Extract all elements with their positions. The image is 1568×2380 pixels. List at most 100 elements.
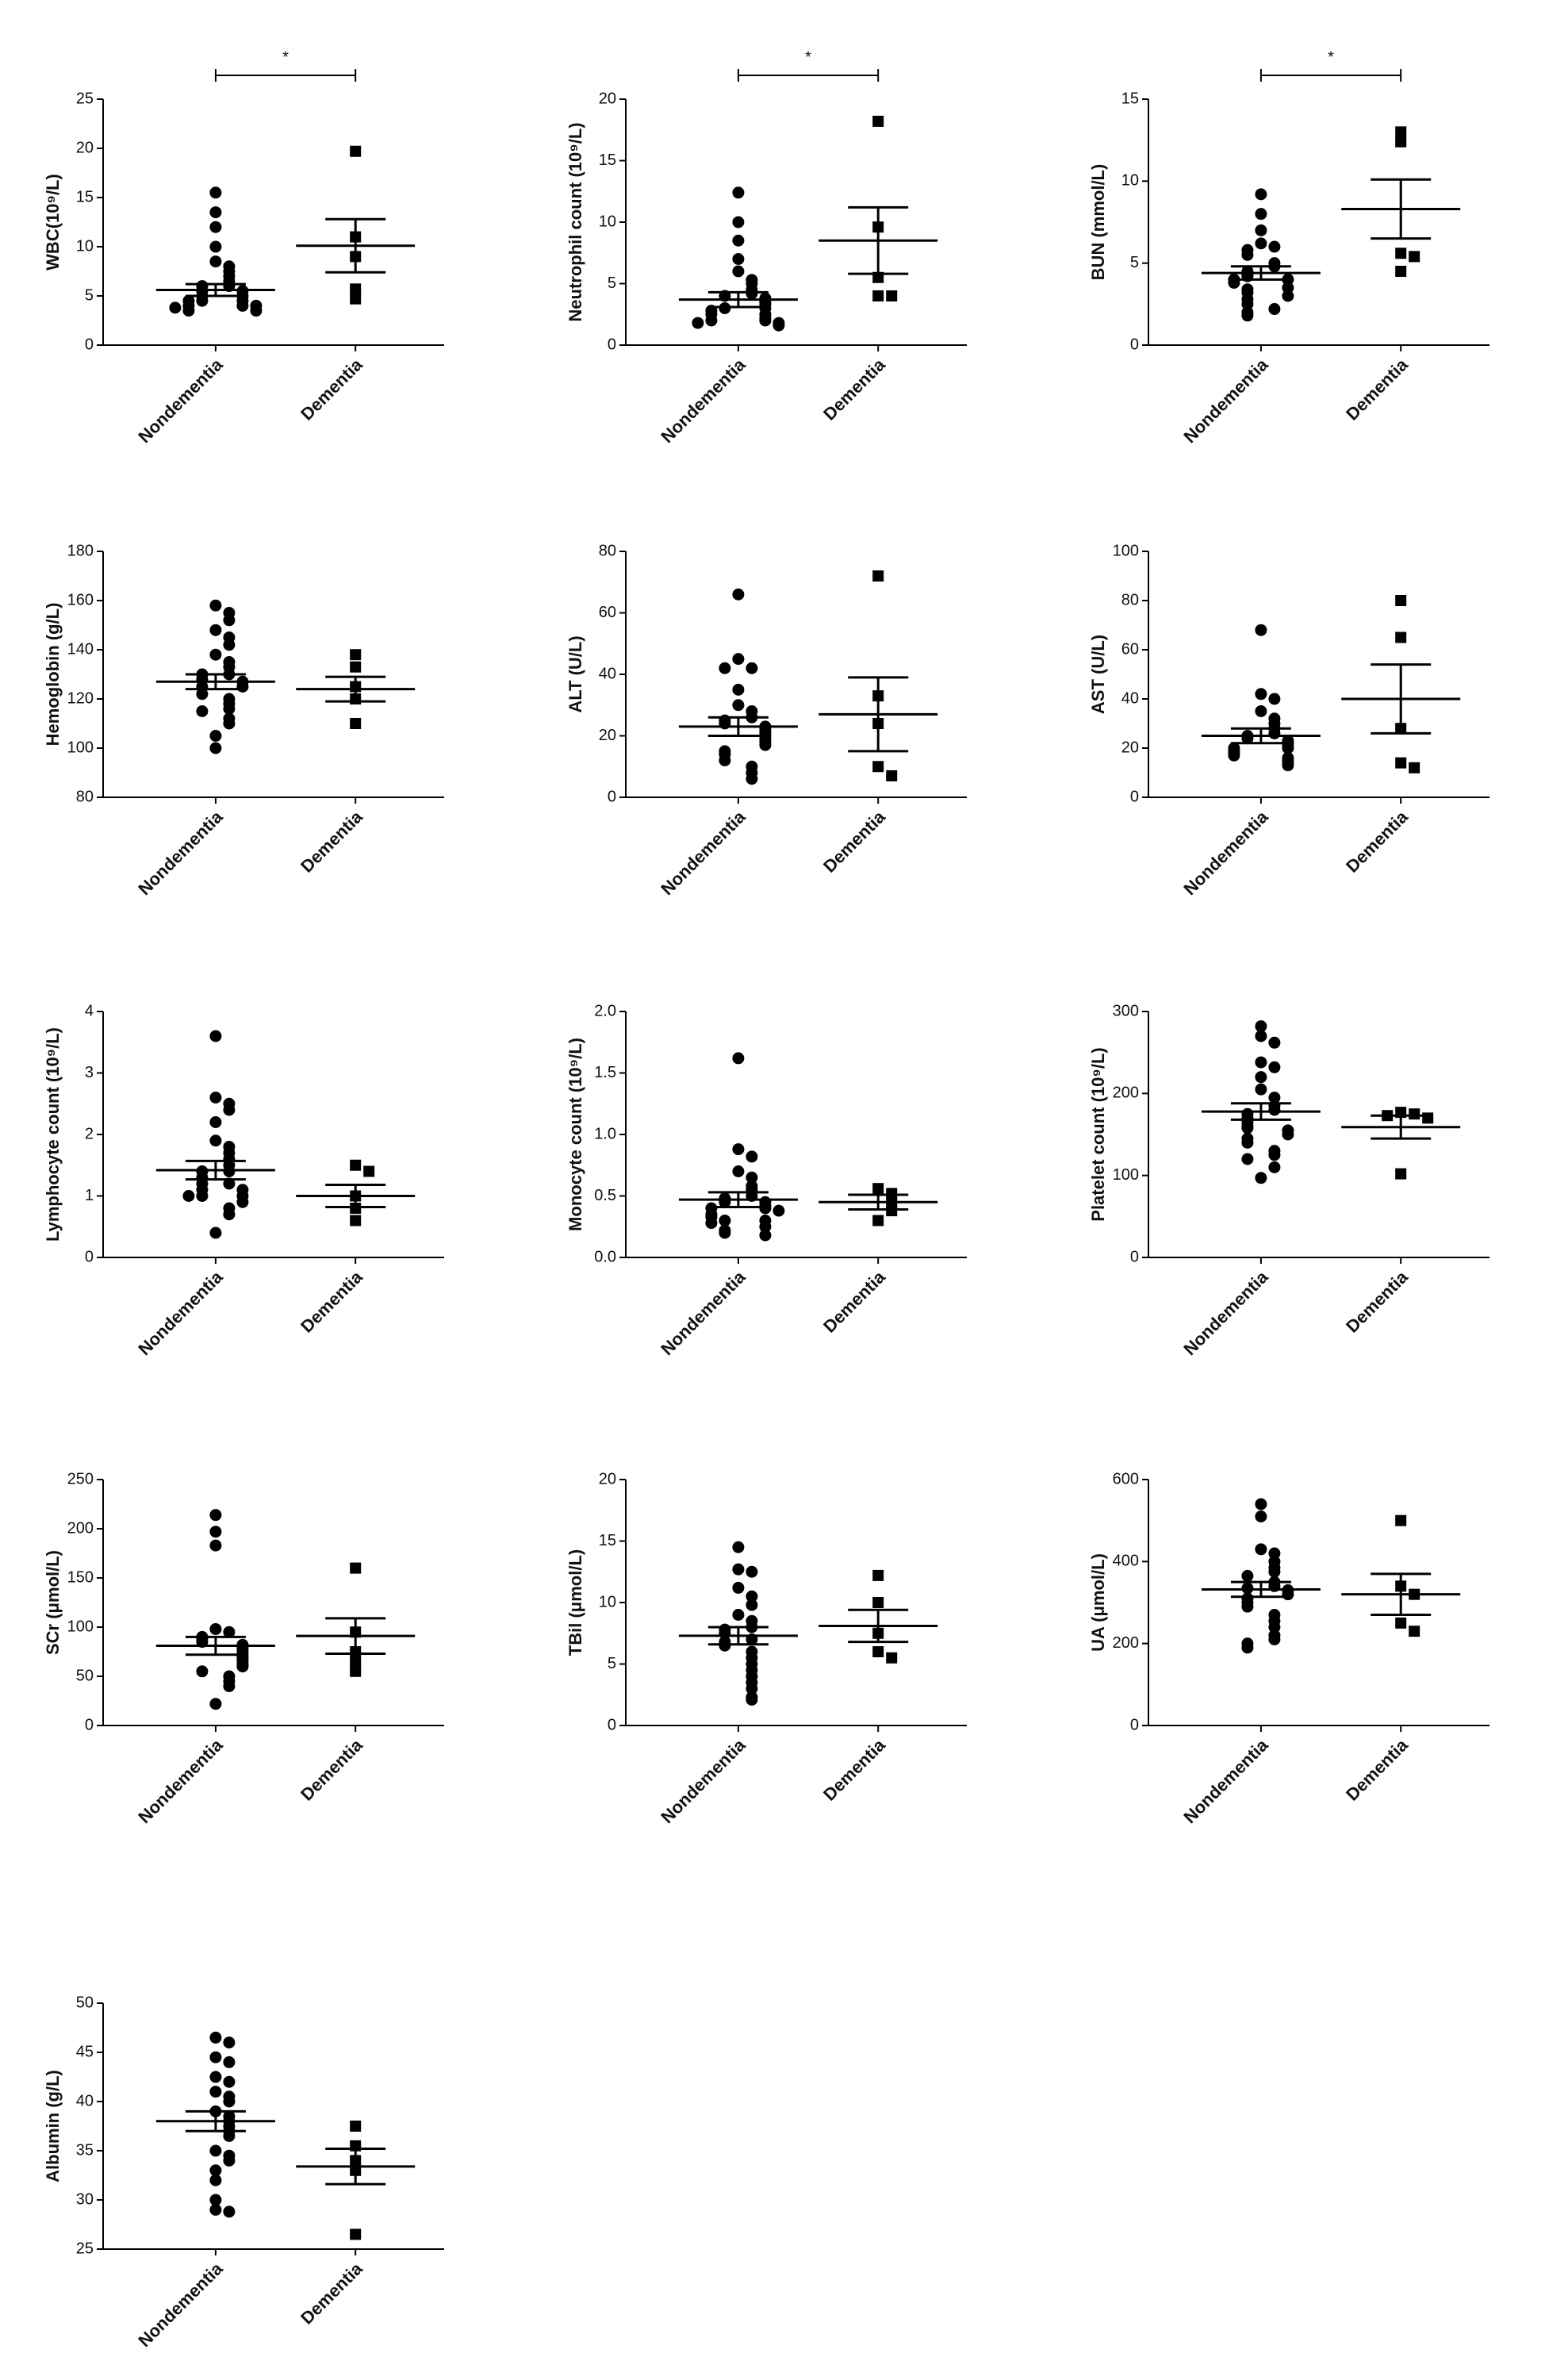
y-tick-label: 50	[76, 1994, 94, 2011]
x-tick-label: Nondementia	[134, 1734, 227, 1827]
data-point	[209, 2164, 222, 2177]
data-point	[732, 1609, 745, 1621]
data-point	[732, 588, 745, 601]
y-tick-label: 2.0	[594, 1002, 616, 1019]
panel: 0 200 400 600 UA (μmol/L) Nondementia Dementia	[1088, 1470, 1489, 1827]
y-tick-label: 80	[1121, 591, 1139, 608]
data-point	[209, 1698, 222, 1710]
data-point	[732, 1581, 745, 1594]
data-point	[732, 234, 745, 247]
y-tick-label: 35	[76, 2141, 94, 2159]
y-tick-label: 15	[1121, 90, 1139, 107]
x-tick-label: Nondementia	[1179, 354, 1272, 447]
y-tick-label: 20	[76, 139, 94, 156]
panel: 0 5 10 15 20 Neutrophil count (10⁹/L) Nondemen…	[565, 48, 967, 447]
data-point	[223, 2095, 236, 2108]
data-point	[1282, 290, 1294, 302]
data-point	[1395, 1617, 1407, 1629]
y-axis-label: Hemoglobin (g/L)	[43, 603, 63, 747]
y-tick-label: 5	[608, 274, 616, 292]
panel: 0 5 10 15 20 TBil (μmol/L) Nondementia Dementia	[565, 1470, 967, 1827]
data-point	[223, 2129, 236, 2142]
y-tick-label: 20	[1121, 739, 1139, 756]
panel: 0 1 2 3 4 Lymphocyte count (10⁹/L) Nondementia…	[43, 1002, 444, 1359]
data-point	[1395, 266, 1407, 277]
x-tick-label: Dementia	[819, 1266, 889, 1336]
data-point	[732, 699, 745, 712]
y-tick-label: 100	[67, 1618, 94, 1635]
y-tick-label: 10	[1121, 172, 1139, 190]
data-point	[209, 624, 222, 636]
data-point	[169, 301, 182, 314]
y-tick-label: 100	[67, 739, 94, 756]
x-tick-label: Dementia	[819, 1734, 889, 1804]
y-tick-label: 0	[1130, 1248, 1139, 1265]
data-point	[1395, 1168, 1407, 1180]
y-axis-label: AST (U/L)	[1088, 635, 1108, 714]
data-point	[209, 240, 222, 253]
data-point	[196, 688, 209, 701]
y-tick-label: 15	[599, 152, 616, 169]
y-tick-label: 5	[85, 286, 94, 304]
data-point	[1268, 1565, 1281, 1578]
data-point	[223, 702, 236, 715]
y-tick-label: 600	[1113, 1470, 1139, 1488]
data-point	[1268, 1547, 1281, 1560]
data-point	[1282, 759, 1294, 772]
data-point	[196, 1190, 209, 1202]
y-tick-label: 200	[1113, 1634, 1139, 1652]
data-point	[223, 1177, 236, 1190]
panel: 25 30 35 40 45 50 Albumin (g/L) Nondementia Deme…	[43, 1994, 444, 2351]
y-tick-label: 30	[76, 2190, 94, 2208]
data-point	[746, 1599, 758, 1611]
data-point	[1255, 1020, 1267, 1033]
y-axis-label: UA (μmol/L)	[1088, 1553, 1108, 1652]
data-point	[1241, 1153, 1254, 1165]
data-point	[732, 683, 745, 696]
data-point	[872, 1646, 884, 1657]
data-point	[759, 1202, 772, 1215]
y-axis-label: SCr (μmol/L)	[43, 1550, 63, 1655]
data-point	[209, 221, 222, 233]
x-tick-label: Nondementia	[134, 2258, 227, 2351]
data-point	[872, 570, 884, 582]
y-tick-label: 40	[1121, 689, 1139, 707]
data-point	[732, 1563, 745, 1576]
data-point	[1255, 1543, 1267, 1556]
y-tick-label: 60	[599, 604, 616, 621]
y-tick-label: 1.0	[594, 1125, 616, 1142]
data-point	[705, 314, 718, 327]
data-point	[1268, 693, 1281, 705]
data-point	[223, 1104, 236, 1116]
data-point	[872, 1569, 884, 1581]
data-point	[209, 1092, 222, 1104]
data-point	[209, 599, 222, 612]
panel: 0 20 40 60 80 ALT (U/L) Nondementia Dementia	[565, 542, 967, 899]
panel: 0 50 100 150 200 250 SCr (μmol/L) Nondementia De…	[43, 1470, 444, 1827]
y-tick-label: 10	[599, 1593, 616, 1610]
data-point	[1255, 624, 1267, 636]
y-tick-label: 40	[599, 665, 616, 682]
data-point	[209, 2203, 222, 2216]
data-point	[250, 305, 263, 317]
panel: 0 100 200 300 Platelet count (10⁹/L) Nondemen…	[1088, 1002, 1489, 1359]
data-point	[759, 739, 772, 751]
data-point	[759, 1220, 772, 1233]
data-point	[746, 1150, 758, 1163]
data-point	[1268, 240, 1281, 253]
y-axis-label: WBC(10⁹/L)	[43, 174, 63, 271]
data-point	[1241, 1582, 1254, 1595]
data-point	[746, 1683, 758, 1695]
data-point	[1395, 1514, 1407, 1526]
y-tick-label: 140	[67, 640, 94, 658]
data-point	[1255, 1056, 1267, 1069]
data-point	[350, 649, 362, 661]
y-tick-label: 0.5	[594, 1187, 616, 1204]
data-point	[209, 186, 222, 199]
y-tick-label: 15	[76, 188, 94, 205]
data-point	[223, 2075, 236, 2088]
data-point	[223, 2056, 236, 2068]
data-point	[886, 290, 898, 301]
data-point	[350, 1665, 362, 1677]
